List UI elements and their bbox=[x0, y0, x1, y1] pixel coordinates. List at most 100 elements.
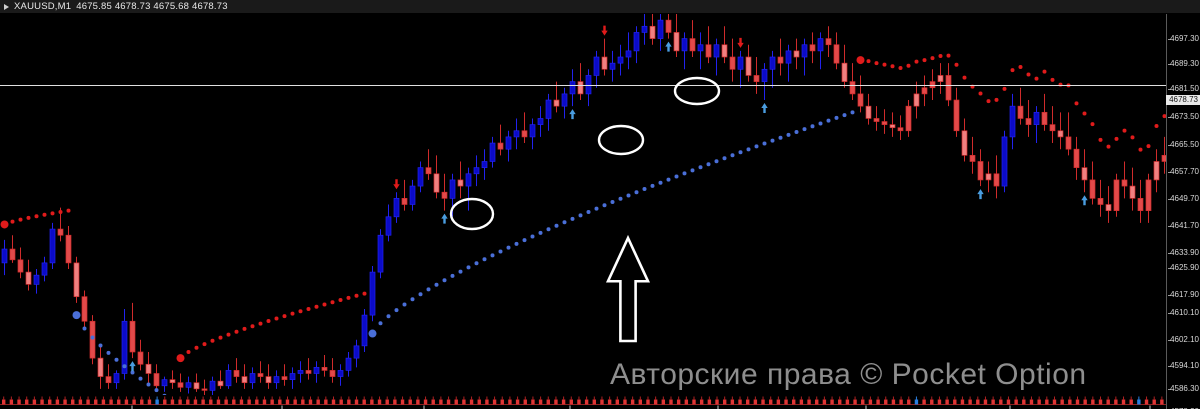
candle-body bbox=[601, 56, 608, 70]
candle-body bbox=[409, 185, 416, 205]
signal-bar-down bbox=[922, 399, 926, 405]
candle-body bbox=[657, 19, 664, 39]
candle-body bbox=[185, 382, 192, 388]
signal-bar-down bbox=[1022, 399, 1026, 405]
chart-plot-area[interactable] bbox=[0, 14, 1166, 395]
sell-arrow-icon bbox=[601, 25, 608, 36]
candle-body bbox=[889, 124, 896, 129]
price-tick bbox=[1168, 199, 1171, 200]
sar-dot-down bbox=[1098, 137, 1103, 142]
signal-bar-down bbox=[1083, 399, 1087, 405]
sar-dot-down bbox=[1074, 101, 1079, 106]
signal-bar-down bbox=[1060, 399, 1064, 405]
sar-dot-up bbox=[810, 124, 815, 129]
signal-bar-down bbox=[439, 399, 443, 405]
signal-bar-down bbox=[408, 399, 412, 405]
sar-dot-up bbox=[154, 388, 159, 393]
candle-body bbox=[305, 370, 312, 374]
price-label: 4602.10 bbox=[1170, 335, 1199, 344]
signal-bar-down bbox=[454, 399, 458, 405]
signal-bar-down bbox=[247, 399, 251, 405]
signal-bar-down bbox=[684, 399, 689, 405]
signal-bar-down bbox=[784, 399, 788, 405]
signal-bar-down bbox=[1075, 399, 1080, 405]
candle-body bbox=[1065, 136, 1072, 150]
sar-dot-down bbox=[250, 324, 255, 329]
buy-arrow-icon bbox=[977, 189, 984, 200]
highlight-arrow-up bbox=[605, 234, 651, 343]
buy-arrow-icon bbox=[761, 103, 768, 114]
sar-dot-down bbox=[10, 219, 15, 224]
candle-body bbox=[281, 376, 288, 380]
signal-bar-down bbox=[1121, 399, 1126, 405]
candle-body bbox=[1105, 204, 1112, 211]
signal-bar-down bbox=[799, 399, 804, 405]
candle-body bbox=[265, 376, 272, 384]
signal-bar-down bbox=[707, 399, 712, 405]
signal-bar-down bbox=[523, 399, 527, 405]
candle-body bbox=[33, 274, 40, 285]
signal-bar-down bbox=[646, 399, 650, 405]
price-tick bbox=[1168, 389, 1171, 390]
candle-body bbox=[689, 38, 696, 52]
signal-bar-down bbox=[983, 399, 988, 405]
sar-dot-down bbox=[874, 61, 879, 66]
signal-bar-down bbox=[1052, 399, 1057, 405]
candle-body bbox=[385, 216, 392, 236]
sar-dot-up bbox=[546, 227, 551, 232]
candle-body bbox=[881, 121, 888, 125]
signal-bar-down bbox=[1144, 399, 1149, 405]
price-label: 4681.50 bbox=[1170, 84, 1199, 93]
candle-body bbox=[57, 228, 64, 236]
candle-body bbox=[1145, 179, 1152, 211]
candle-body bbox=[449, 179, 456, 199]
signal-bar-down bbox=[170, 399, 175, 405]
buy-arrow-icon bbox=[129, 361, 136, 372]
signal-bar-down bbox=[577, 399, 581, 405]
signal-bar-down bbox=[354, 399, 359, 405]
candle-body bbox=[9, 248, 16, 261]
signal-bar-down bbox=[630, 399, 635, 405]
signal-bar-down bbox=[163, 399, 167, 405]
sar-dot-down bbox=[922, 58, 927, 63]
candle-body bbox=[17, 259, 24, 273]
triangle-right-icon[interactable] bbox=[4, 3, 9, 10]
sar-dot-up bbox=[106, 350, 111, 355]
signal-bar-down bbox=[1068, 399, 1072, 405]
price-scale-axis[interactable]: 4697.30 4689.30 4681.50 4673.50 4665.50 4657.… bbox=[1166, 14, 1200, 409]
candle-body bbox=[977, 161, 984, 181]
sar-dot-down bbox=[354, 293, 359, 298]
candle-body bbox=[457, 179, 464, 187]
candle-body bbox=[1057, 130, 1064, 138]
sar-dot-down bbox=[1082, 111, 1087, 116]
signal-bar-down bbox=[822, 399, 827, 405]
candle-body bbox=[297, 370, 304, 374]
candle-body bbox=[473, 167, 480, 175]
candle-body bbox=[681, 38, 688, 52]
sar-dot-up bbox=[570, 216, 575, 221]
signal-bar-down bbox=[907, 399, 911, 405]
signal-bar-down bbox=[186, 399, 190, 405]
candle-body bbox=[1089, 179, 1096, 199]
candle-body bbox=[41, 262, 48, 276]
signal-bar-down bbox=[270, 399, 274, 405]
candle-body bbox=[337, 370, 344, 377]
candle-body bbox=[137, 351, 144, 365]
price-label: 4578.30 bbox=[1170, 408, 1199, 409]
signal-bar-down bbox=[71, 399, 75, 405]
candle-body bbox=[961, 130, 968, 156]
signal-bar-down bbox=[1029, 399, 1034, 405]
signal-bar-down bbox=[592, 399, 596, 405]
sar-dot-up bbox=[426, 287, 431, 292]
candle-body bbox=[1153, 161, 1160, 181]
candle-body bbox=[665, 19, 672, 33]
candle-body bbox=[745, 56, 752, 76]
candle-body bbox=[425, 167, 432, 175]
candle-body bbox=[321, 366, 328, 371]
signal-histogram-canvas bbox=[0, 396, 1166, 409]
sar-dot-down bbox=[176, 354, 185, 363]
candle-body bbox=[497, 142, 504, 150]
candle-body bbox=[201, 388, 208, 391]
signal-bar-down bbox=[462, 399, 466, 405]
signal-bar-down bbox=[999, 399, 1003, 405]
